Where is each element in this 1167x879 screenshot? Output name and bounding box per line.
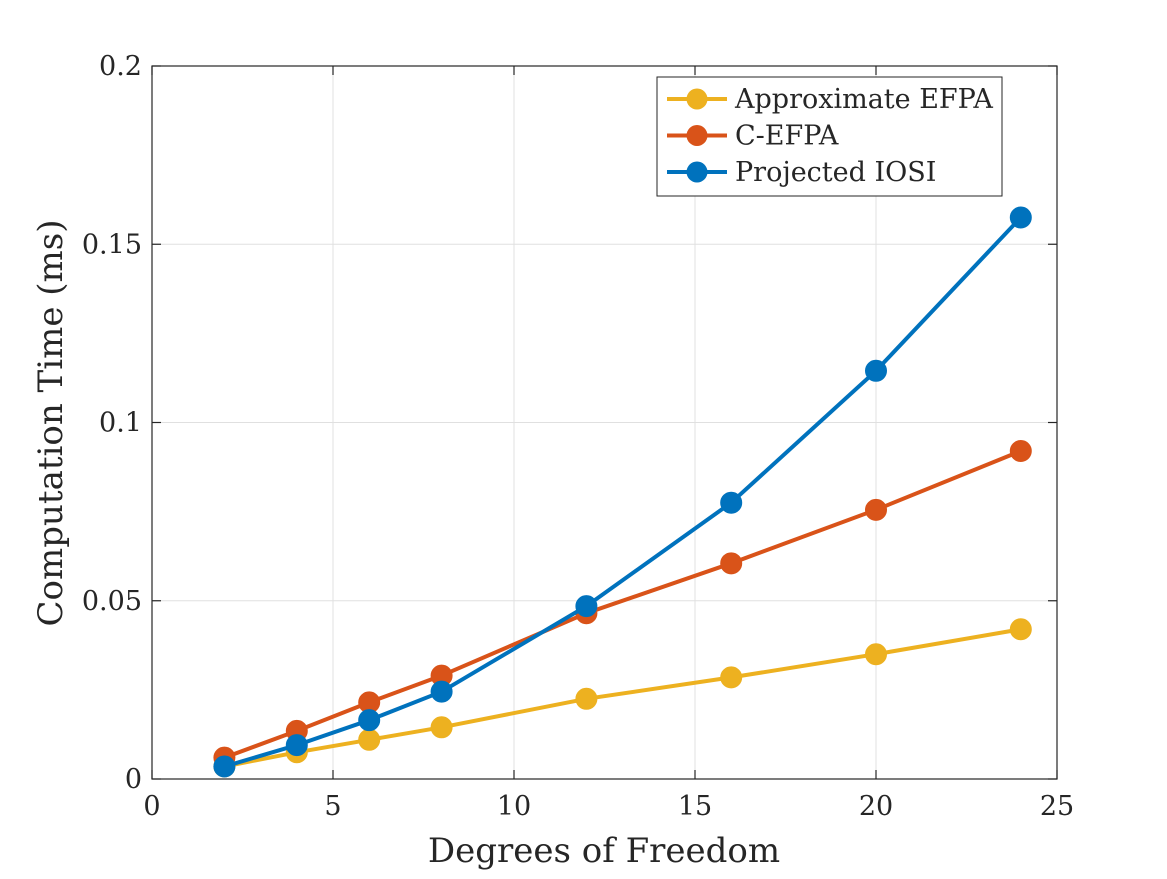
series-point xyxy=(1009,618,1032,641)
legend-label: C-EFPA xyxy=(735,121,839,152)
series-point xyxy=(285,734,308,757)
y-tick-label: 0 xyxy=(125,764,142,795)
series-point xyxy=(358,728,381,751)
series-point xyxy=(575,595,598,618)
legend-marker xyxy=(686,161,708,183)
series-3 xyxy=(213,206,1032,778)
series-2 xyxy=(213,440,1032,769)
series-point xyxy=(865,359,887,382)
series-point xyxy=(720,491,743,514)
x-tick-label: 0 xyxy=(143,791,160,822)
x-tick-label: 15 xyxy=(678,791,712,822)
legend: Approximate EFPA C-EFPA Projected IOSI xyxy=(656,76,1003,197)
plot-series xyxy=(213,206,1032,778)
series-point xyxy=(1009,206,1032,229)
series-line xyxy=(222,627,1023,769)
x-axis-label: Degrees of Freedom xyxy=(428,831,780,871)
y-axis-label: Computation Time (ms) xyxy=(31,220,71,627)
legend-label: Approximate EFPA xyxy=(734,84,993,115)
series-point xyxy=(358,709,381,732)
axes xyxy=(151,65,1058,780)
y-tick-label: 0.1 xyxy=(99,408,142,439)
series-line xyxy=(222,215,1023,769)
legend-label: Projected IOSI xyxy=(735,157,936,188)
series-point xyxy=(865,643,887,666)
legend-marker xyxy=(686,125,708,146)
series-point xyxy=(430,680,453,703)
series-point xyxy=(1009,440,1032,463)
series-point xyxy=(865,498,887,521)
tick-labels: 0 5 10 15 20 25 0 0.05 0.1 0.15 0.2 xyxy=(82,51,1074,822)
x-tick-label: 25 xyxy=(1040,791,1074,822)
y-tick-label: 0.05 xyxy=(82,586,142,617)
x-tick-label: 5 xyxy=(324,791,341,822)
x-tick-label: 10 xyxy=(497,791,531,822)
series-line xyxy=(222,449,1023,760)
series-point xyxy=(575,687,598,710)
legend-marker xyxy=(686,88,708,110)
series-point xyxy=(213,755,236,778)
x-tick-label: 20 xyxy=(859,791,893,822)
series-point xyxy=(430,716,453,739)
series-point xyxy=(720,666,743,689)
series-1 xyxy=(213,618,1032,778)
series-point xyxy=(720,552,743,575)
y-tick-label: 0.15 xyxy=(82,229,142,260)
y-tick-label: 0.2 xyxy=(99,51,142,82)
